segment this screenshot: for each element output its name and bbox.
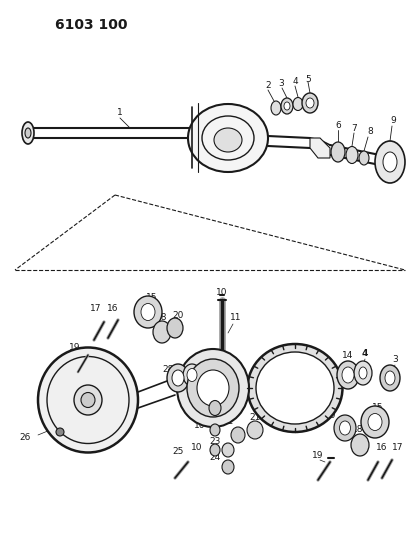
Ellipse shape — [353, 361, 371, 385]
Ellipse shape — [374, 141, 404, 183]
Text: 18: 18 — [156, 313, 167, 322]
Ellipse shape — [209, 400, 220, 416]
Text: 10: 10 — [191, 443, 202, 453]
Ellipse shape — [360, 406, 388, 438]
Text: 22: 22 — [222, 417, 233, 426]
Ellipse shape — [367, 414, 381, 431]
Text: 3: 3 — [277, 78, 283, 87]
Ellipse shape — [283, 102, 289, 110]
Ellipse shape — [333, 415, 355, 441]
Ellipse shape — [350, 434, 368, 456]
Text: 16: 16 — [107, 303, 119, 312]
Ellipse shape — [81, 392, 95, 408]
Ellipse shape — [166, 318, 182, 338]
Text: 14: 14 — [342, 351, 353, 359]
Ellipse shape — [246, 421, 262, 439]
Ellipse shape — [255, 352, 333, 424]
Ellipse shape — [221, 460, 234, 474]
Ellipse shape — [38, 348, 138, 453]
Text: 20: 20 — [324, 410, 335, 419]
Text: 15: 15 — [371, 402, 383, 411]
Ellipse shape — [209, 424, 220, 436]
Ellipse shape — [187, 368, 196, 382]
Text: 24: 24 — [209, 454, 220, 463]
Ellipse shape — [305, 98, 313, 108]
Ellipse shape — [177, 349, 248, 427]
Text: 18: 18 — [351, 425, 363, 434]
Ellipse shape — [382, 152, 396, 172]
Ellipse shape — [134, 296, 162, 328]
Text: 2: 2 — [265, 80, 270, 90]
Ellipse shape — [336, 361, 358, 389]
Ellipse shape — [196, 370, 229, 406]
Text: 15: 15 — [146, 293, 157, 302]
Ellipse shape — [379, 365, 399, 391]
Ellipse shape — [25, 128, 31, 138]
Ellipse shape — [358, 367, 366, 379]
Text: 7: 7 — [350, 124, 356, 133]
Text: 11: 11 — [230, 313, 241, 322]
Ellipse shape — [292, 98, 302, 110]
Text: 26: 26 — [19, 433, 31, 442]
Ellipse shape — [341, 367, 353, 383]
Ellipse shape — [153, 321, 171, 343]
Ellipse shape — [230, 427, 245, 443]
Text: 19: 19 — [312, 450, 323, 459]
Text: 21: 21 — [249, 414, 260, 423]
Ellipse shape — [209, 444, 220, 456]
Text: 5: 5 — [304, 75, 310, 84]
Ellipse shape — [213, 128, 241, 152]
Text: 1: 1 — [117, 108, 123, 117]
Text: 8: 8 — [366, 126, 372, 135]
Ellipse shape — [141, 303, 155, 320]
Ellipse shape — [270, 101, 280, 115]
Ellipse shape — [358, 151, 368, 165]
Text: 9: 9 — [389, 116, 395, 125]
Ellipse shape — [187, 359, 238, 417]
Ellipse shape — [339, 421, 350, 435]
Text: 6: 6 — [334, 120, 340, 130]
Text: 3: 3 — [391, 356, 397, 365]
Ellipse shape — [22, 122, 34, 144]
Text: 4: 4 — [361, 349, 367, 358]
Ellipse shape — [345, 147, 357, 164]
Ellipse shape — [384, 371, 394, 385]
Polygon shape — [309, 138, 329, 158]
Ellipse shape — [182, 364, 200, 386]
Ellipse shape — [56, 428, 64, 436]
Text: 10: 10 — [216, 287, 227, 296]
Ellipse shape — [280, 98, 292, 114]
Ellipse shape — [188, 104, 267, 172]
Ellipse shape — [221, 443, 234, 457]
Text: 28: 28 — [162, 366, 173, 375]
Text: 19: 19 — [69, 343, 81, 351]
Text: 17: 17 — [90, 303, 101, 312]
Text: 16: 16 — [375, 443, 387, 453]
Text: 4: 4 — [292, 77, 297, 85]
Ellipse shape — [196, 363, 213, 383]
Ellipse shape — [166, 364, 189, 392]
Ellipse shape — [330, 142, 344, 162]
Text: 10: 10 — [194, 421, 205, 430]
Text: 13: 13 — [290, 353, 302, 362]
Text: 6103 100: 6103 100 — [55, 18, 127, 32]
Ellipse shape — [301, 93, 317, 113]
Text: 23: 23 — [209, 438, 220, 447]
Ellipse shape — [74, 385, 102, 415]
Text: 17: 17 — [391, 443, 403, 453]
Text: 20: 20 — [172, 311, 183, 319]
Ellipse shape — [247, 344, 342, 432]
Ellipse shape — [172, 370, 184, 386]
Text: 25: 25 — [172, 448, 183, 456]
